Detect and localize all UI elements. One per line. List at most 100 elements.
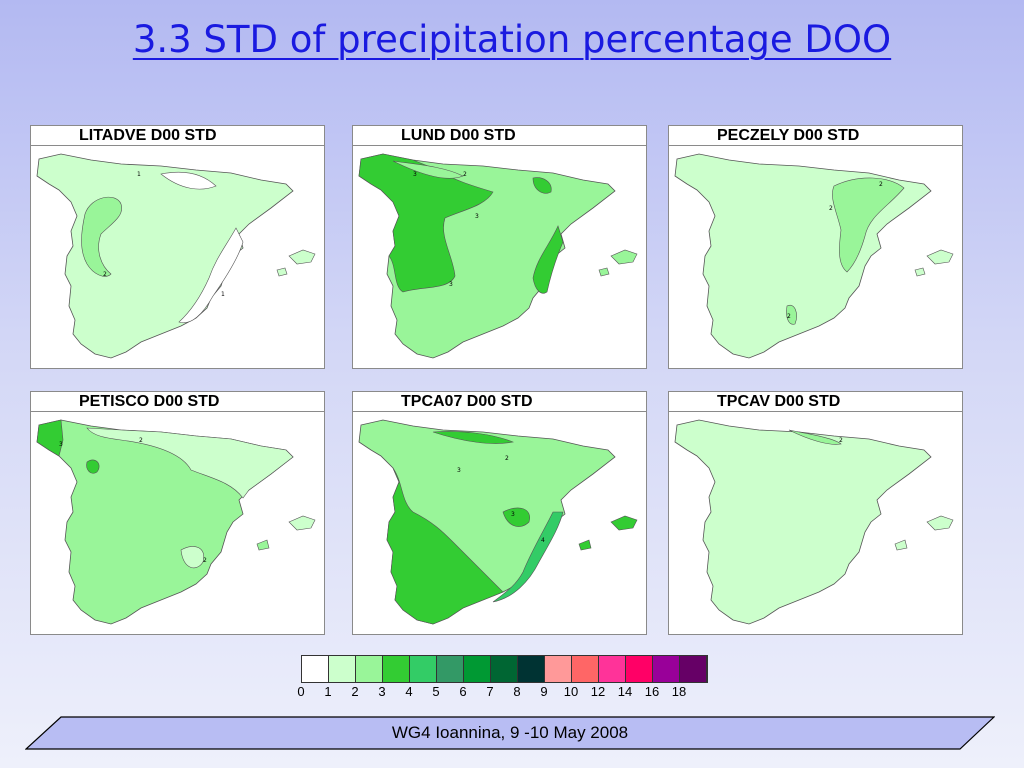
slide-title: 3.3 STD of precipitation percentage DOO [132,18,892,61]
panel-title: TPCAV D00 STD [717,393,841,410]
legend-tick-label: 12 [590,684,606,699]
contour-label: 2 [103,271,107,278]
contour-zone [86,459,100,474]
legend-tick-label: 16 [644,684,660,699]
contour-zone [832,177,905,273]
contour-zone [532,225,564,294]
map-frame: 3 2 3 3 [353,145,646,368]
color-scale-legend: 0 1 2 3 4 5 6 7 8 9 10 12 14 16 18 [297,655,713,700]
legend-swatch [329,656,356,682]
legend-tick-label: 14 [617,684,633,699]
legend-swatch [626,656,653,682]
contour-zone [160,171,217,190]
map-panel-petisco: PETISCO D00 STD 3 2 2 [30,391,325,635]
footer-text: WG4 Ioannina, 9 -10 May 2008 [391,723,629,742]
contour-zone [358,153,494,293]
map-panel-litadve: LITADVE D00 STD 1 2 1 [30,125,325,369]
contour-zone [180,546,205,569]
island [256,539,270,551]
island [914,267,926,277]
contour-zone [432,431,515,444]
island [578,539,592,551]
contour-label: 1 [137,171,141,178]
contour-zone [532,177,552,194]
panel-title: LUND D00 STD [401,127,516,144]
legend-tick-label: 7 [486,684,494,699]
contour-label: 3 [511,511,515,518]
map-panel-tpcav: TPCAV D00 STD 2 [668,391,963,635]
legend-swatch [518,656,545,682]
legend-tick-label: 18 [671,684,687,699]
contour-label: 2 [139,437,143,444]
contour-zone [502,507,530,527]
legend-tick-label: 1 [324,684,332,699]
contour-label: 3 [475,213,479,220]
island [926,249,954,265]
iberia-landmass [674,419,932,625]
contour-zone [386,467,504,625]
island [288,515,316,531]
footer-banner: WG4 Ioannina, 9 -10 May 2008 [25,716,995,750]
contour-zone [86,427,294,499]
legend-swatch [653,656,680,682]
legend-tick-label: 2 [351,684,359,699]
contour-label: 4 [541,537,545,544]
contour-label: 3 [449,281,453,288]
legend-tick-label: 6 [459,684,467,699]
map-panel-tpca07: TPCA07 D00 STD 3 2 3 4 [352,391,647,635]
island [276,267,288,277]
panel-title: PECZELY D00 STD [717,127,860,144]
legend-swatch [680,656,707,682]
contour-label: 3 [413,171,417,178]
legend-tick-label: 8 [513,684,521,699]
contour-label: 2 [829,205,833,212]
map-frame: 1 2 1 [31,145,324,368]
legend-tick-label: 4 [405,684,413,699]
legend-swatch [302,656,329,682]
contour-zone [788,429,842,445]
island [288,249,316,265]
legend-tick-label: 3 [378,684,386,699]
contour-label: 3 [457,467,461,474]
legend-tick-label: 9 [540,684,548,699]
map-frame: 2 2 2 [669,145,962,368]
contour-label: 3 [59,441,63,448]
legend-swatch [599,656,626,682]
island [894,539,908,551]
island [610,515,638,531]
contour-label: 2 [879,181,883,188]
legend-swatch [464,656,491,682]
map-frame: 2 [669,411,962,634]
panel-title: PETISCO D00 STD [79,393,220,410]
panel-title: TPCA07 D00 STD [401,393,533,410]
legend-tick-label: 10 [563,684,579,699]
island [926,515,954,531]
contour-label: 2 [463,171,467,178]
map-frame: 3 2 3 4 [353,411,646,634]
legend-bar [301,655,708,683]
contour-zone [392,160,464,179]
contour-zone [36,419,64,457]
map-frame: 3 2 2 [31,411,324,634]
legend-swatch [572,656,599,682]
contour-label: 2 [839,437,843,444]
legend-tick-label: 0 [297,684,305,699]
contour-label: 2 [505,455,509,462]
contour-zone [786,304,797,325]
legend-swatch [356,656,383,682]
contour-zone [492,511,564,603]
contour-label: 1 [221,291,225,298]
legend-tick-label: 5 [432,684,440,699]
legend-ticks: 0 1 2 3 4 5 6 7 8 9 10 12 14 16 18 [297,684,721,700]
contour-label: 2 [203,557,207,564]
contour-zone [81,196,122,277]
contour-zone [178,227,244,324]
map-panel-lund: LUND D00 STD 3 2 3 3 [352,125,647,369]
island [610,249,638,265]
map-panel-peczely: PECZELY D00 STD 2 2 2 [668,125,963,369]
legend-swatch [410,656,437,682]
island [598,267,610,277]
legend-swatch [383,656,410,682]
legend-swatch [437,656,464,682]
contour-label: 2 [787,313,791,320]
